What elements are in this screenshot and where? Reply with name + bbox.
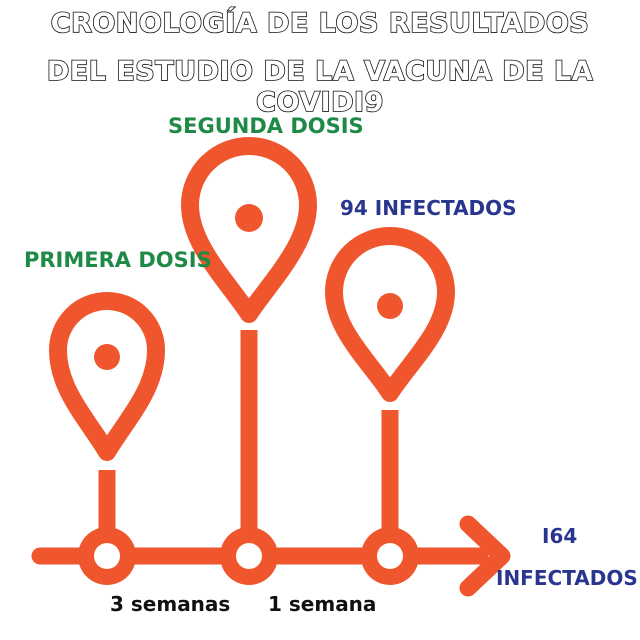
map-pin-icon (325, 227, 455, 402)
interval-3-semanas: 3 semanas (110, 592, 231, 616)
title-line-1: CRONOLOGÍA DE LOS RESULTADOS (50, 7, 590, 40)
label-164-infectados: INFECTADOS (496, 566, 638, 590)
timeline-node-2 (220, 527, 278, 585)
label-segunda-dosis: SEGUNDA DOSIS (168, 114, 364, 138)
label-94-infectados: 94 INFECTADOS (340, 196, 517, 220)
timeline-node-3 (361, 527, 419, 585)
title-line-2: DEL ESTUDIO DE LA VACUNA DE LA COVIDI9 (46, 55, 594, 119)
map-pin-icon (181, 137, 317, 323)
map-pin-icon (49, 292, 165, 461)
arrow-head-icon (459, 515, 511, 597)
label-164-count: I64 (542, 524, 578, 548)
timeline-node-1 (78, 527, 136, 585)
label-primera-dosis: PRIMERA DOSIS (24, 248, 212, 272)
interval-1-semana: 1 semana (268, 592, 377, 616)
